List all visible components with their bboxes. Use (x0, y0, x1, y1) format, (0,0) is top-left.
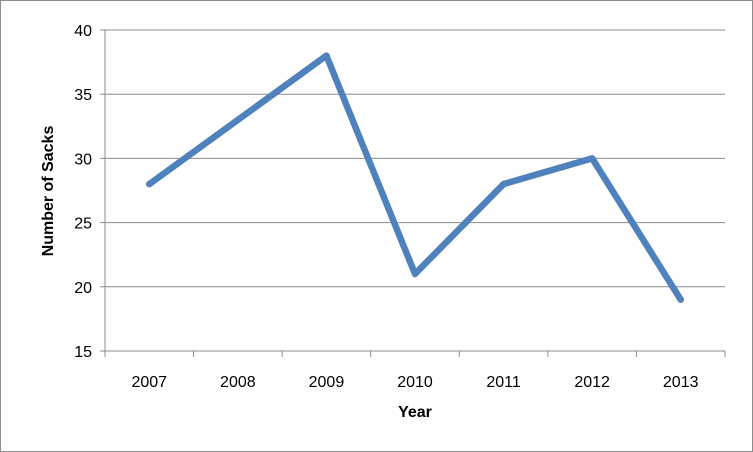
axes (100, 29, 726, 357)
x-tick-label: 2012 (574, 374, 610, 391)
tick-labels: 15 20 25 30 35 40 2007 2008 2009 2010 2011 2012 2013 (74, 23, 698, 391)
x-tick-label: 2007 (131, 374, 167, 391)
gridlines (105, 29, 725, 288)
x-tick-label: 2010 (397, 374, 433, 391)
y-tick-label: 35 (74, 87, 92, 104)
data-point (234, 116, 242, 124)
series-layer (146, 52, 684, 303)
data-point (500, 180, 507, 188)
series-line (146, 52, 684, 303)
data-point (677, 296, 684, 303)
x-tick-label: 2013 (663, 374, 699, 391)
x-axis-title: Year (398, 404, 432, 421)
y-tick-label: 25 (74, 216, 92, 233)
data-point (146, 180, 153, 188)
data-point (588, 155, 596, 162)
data-point (411, 270, 419, 278)
x-tick-label: 2011 (486, 374, 521, 391)
y-tick-label: 40 (74, 23, 92, 40)
x-tick-label: 2008 (220, 374, 256, 391)
y-tick-label: 20 (74, 280, 92, 297)
data-point (323, 52, 330, 59)
y-axis-title: Number of Sacks (40, 126, 57, 257)
y-tick-label: 30 (74, 151, 92, 168)
y-tick-label: 15 (74, 344, 92, 361)
x-tick-label: 2009 (309, 374, 345, 391)
